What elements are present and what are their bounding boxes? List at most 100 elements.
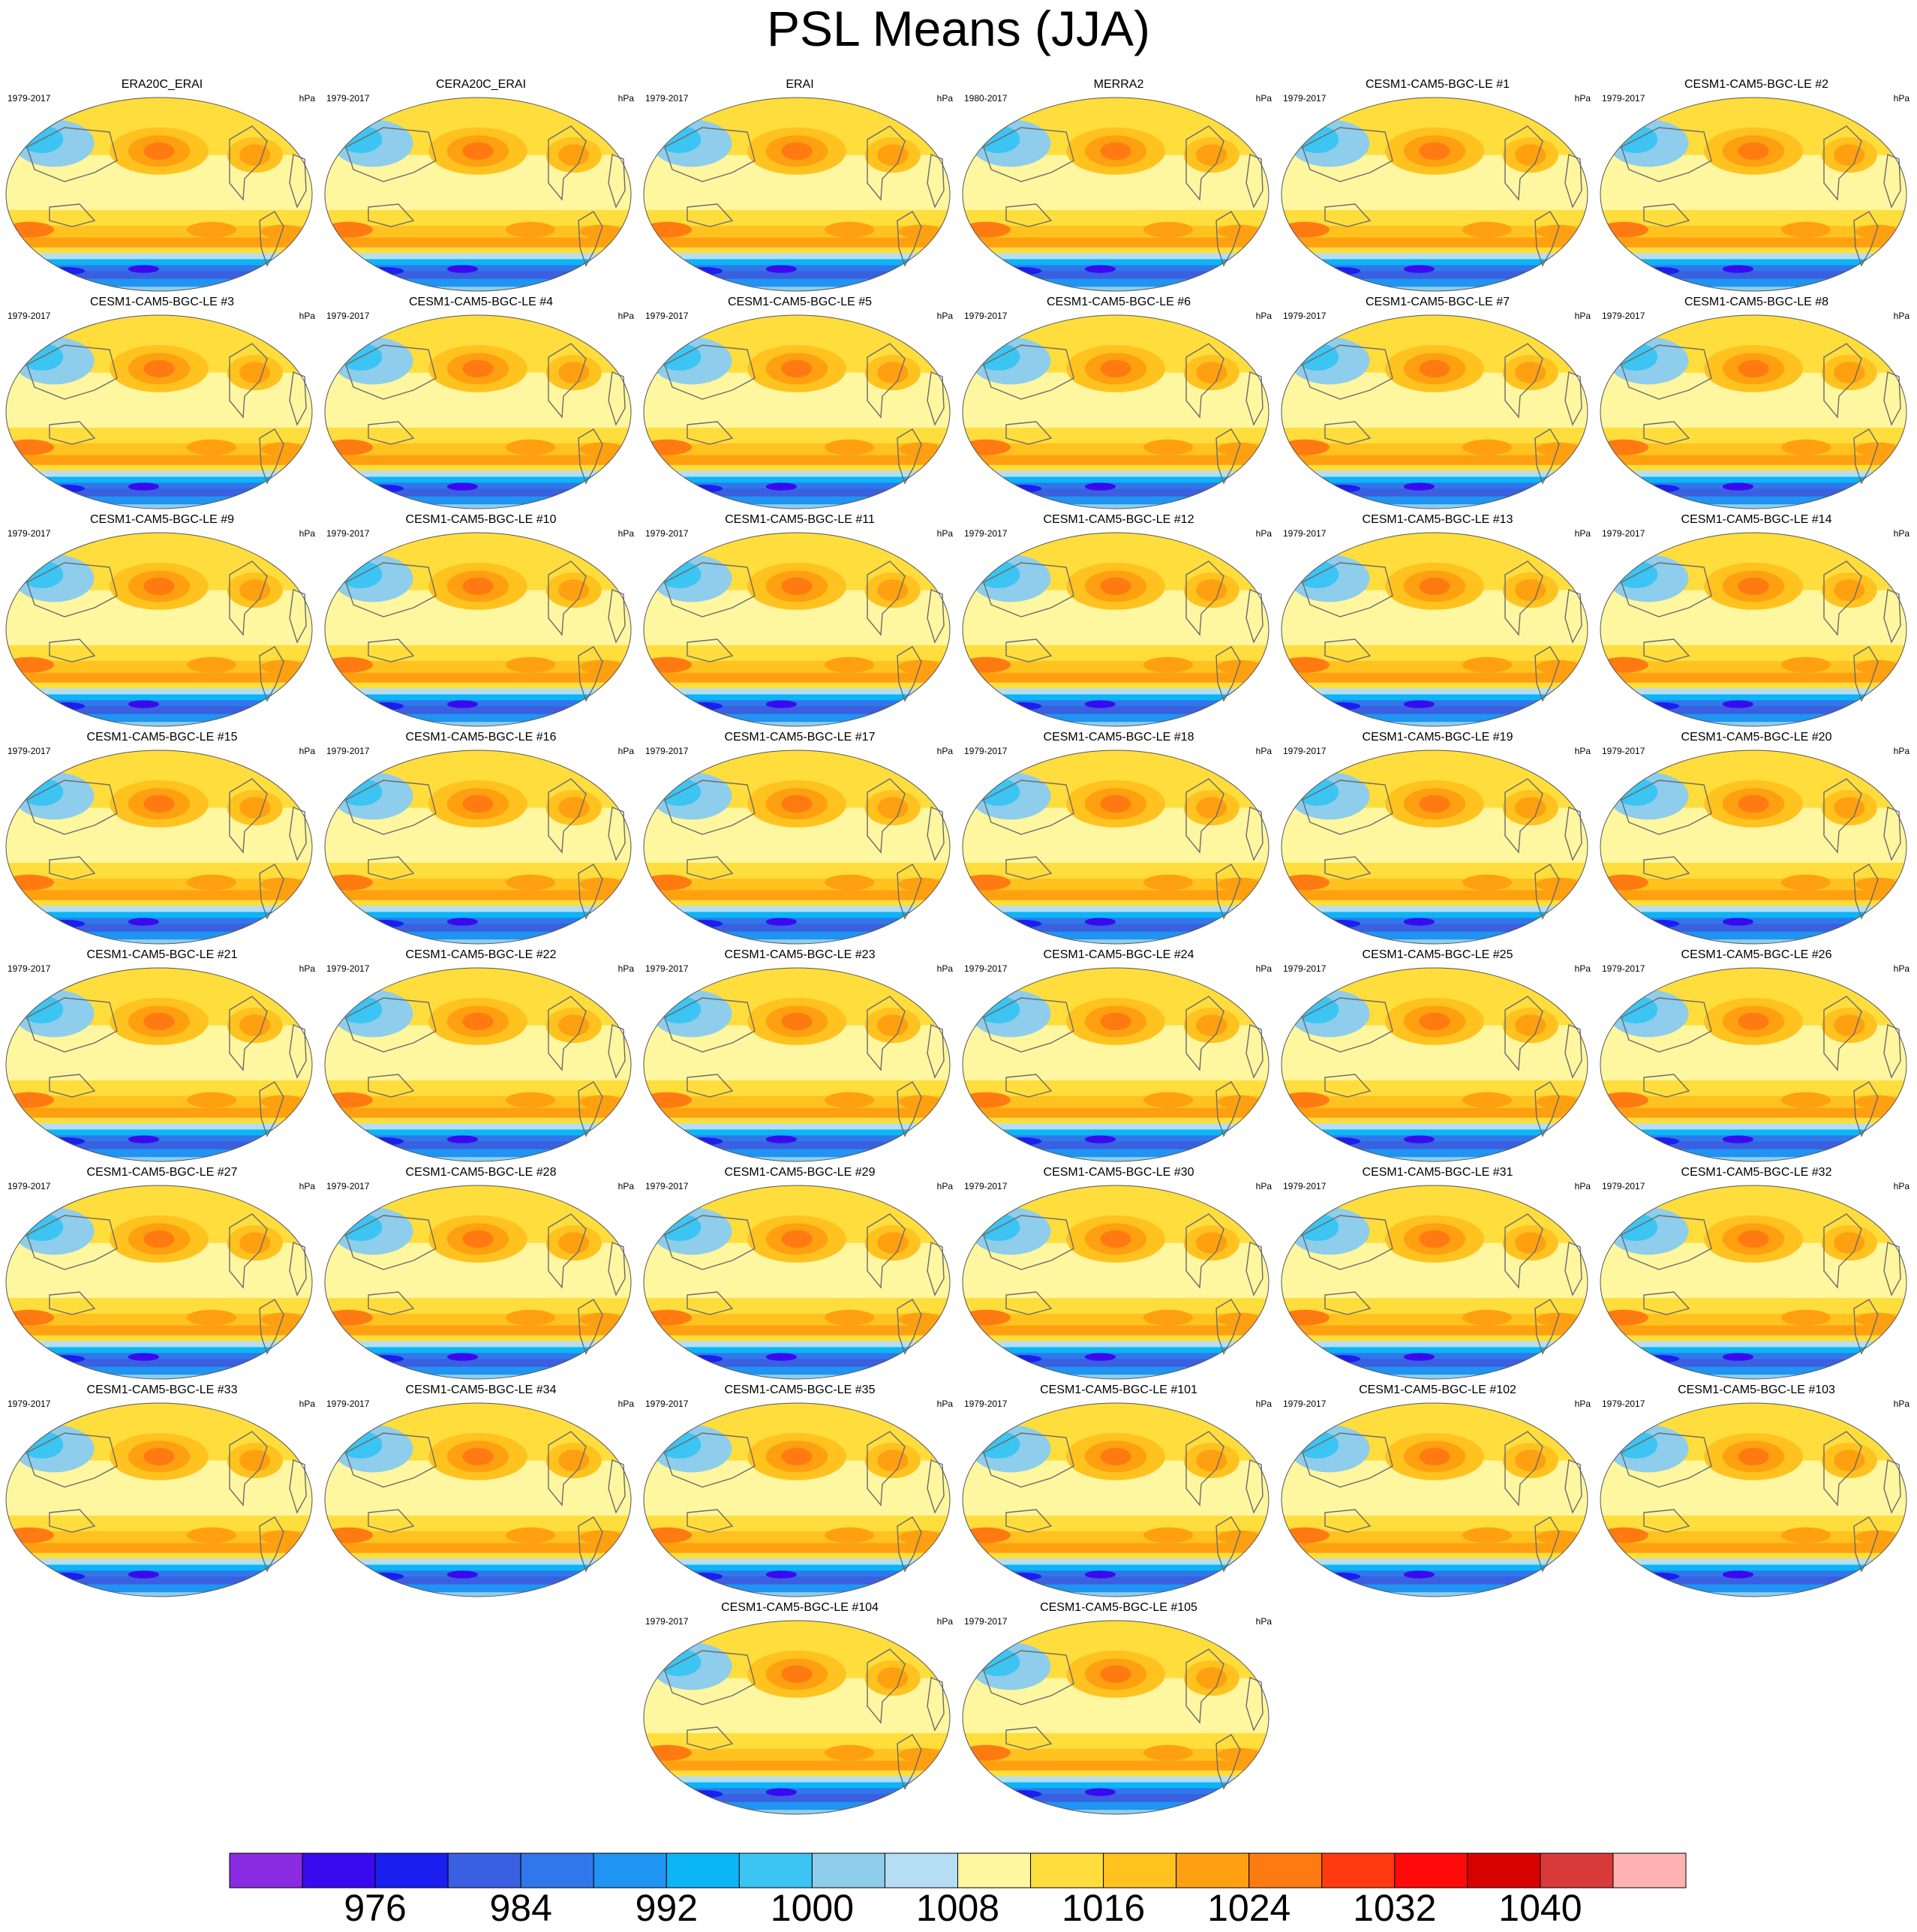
pressure-band bbox=[6, 271, 312, 280]
panel-years: 1979-2017 bbox=[326, 963, 370, 974]
panel-title: CESM1-CAM5-BGC-LE #7 bbox=[1365, 296, 1510, 308]
pacific-high-core bbox=[143, 359, 175, 378]
panel-units: hPa bbox=[1893, 311, 1909, 321]
pressure-band bbox=[963, 900, 1269, 907]
sa-high bbox=[1217, 1312, 1261, 1327]
pressure-band bbox=[963, 750, 1269, 770]
pressure-band bbox=[325, 265, 631, 272]
pressure-band bbox=[963, 645, 1269, 662]
sa-high bbox=[260, 1312, 305, 1327]
panel-units: hPa bbox=[1255, 1616, 1272, 1627]
pressure-band bbox=[6, 1297, 312, 1315]
continent-outline bbox=[289, 1242, 307, 1297]
sa-high bbox=[1217, 224, 1261, 239]
sep-high bbox=[825, 221, 874, 238]
pressure-band bbox=[1282, 265, 1588, 272]
continent-outline bbox=[1883, 154, 1901, 209]
pressure-band bbox=[325, 939, 631, 944]
pressure-band bbox=[6, 1484, 312, 1516]
sa-high bbox=[260, 442, 305, 456]
sio-high bbox=[644, 1309, 692, 1326]
continent-outline bbox=[1504, 560, 1543, 636]
continent-outline bbox=[548, 560, 587, 636]
continent-outline bbox=[578, 211, 603, 267]
map-border bbox=[962, 532, 1269, 727]
map-panel: CESM1-CAM5-BGC-LE #2 1979-2017 hPa bbox=[1599, 78, 1914, 296]
atlantic-high-core bbox=[1515, 1232, 1546, 1254]
sa-high bbox=[1855, 1312, 1899, 1327]
pressure-band bbox=[6, 455, 312, 466]
pressure-band bbox=[1282, 476, 1588, 484]
antarctic-low bbox=[1403, 1135, 1435, 1143]
panel-title: CESM1-CAM5-BGC-LE #14 bbox=[1681, 513, 1832, 526]
continent-outline bbox=[608, 154, 626, 209]
pressure-band bbox=[963, 890, 1269, 901]
pressure-band bbox=[644, 912, 950, 919]
continent-outline bbox=[1534, 1299, 1560, 1355]
pacific-high-core bbox=[1738, 142, 1769, 161]
pressure-band bbox=[1282, 1157, 1588, 1161]
pressure-band bbox=[963, 1564, 1269, 1572]
panel-units: hPa bbox=[299, 93, 315, 104]
pacific-high-core bbox=[781, 1665, 813, 1684]
continent-outline bbox=[1185, 343, 1224, 419]
map-panel: CESM1-CAM5-BGC-LE #15 1979-2017 hPa bbox=[5, 731, 320, 948]
continent-outline bbox=[1823, 560, 1862, 636]
map-panel: CESM1-CAM5-BGC-LE #24 1979-2017 hPa bbox=[961, 948, 1276, 1166]
pressure-band bbox=[1600, 750, 1906, 770]
psl-map bbox=[643, 1620, 951, 1815]
continent-outline bbox=[49, 1074, 96, 1098]
continent-outline bbox=[1005, 1291, 1053, 1315]
pressure-band bbox=[325, 1484, 631, 1516]
panel-title: CESM1-CAM5-BGC-LE #25 bbox=[1362, 948, 1513, 961]
pressure-band bbox=[963, 924, 1269, 933]
psl-map bbox=[962, 750, 1269, 945]
map-border bbox=[1600, 1185, 1907, 1380]
continent-outline bbox=[687, 421, 734, 445]
panel-years: 1979-2017 bbox=[8, 528, 51, 539]
pacific-high-core bbox=[462, 142, 494, 161]
pacific-high-core bbox=[1738, 1447, 1769, 1466]
continent-outline bbox=[49, 203, 96, 227]
pressure-band bbox=[963, 1123, 1269, 1131]
pacific-high-core bbox=[143, 795, 175, 813]
colorbar-swatch bbox=[1612, 1852, 1687, 1888]
pressure-band bbox=[325, 688, 631, 696]
pressure-band bbox=[644, 482, 950, 490]
continent-outline bbox=[1302, 1215, 1393, 1270]
pressure-band bbox=[963, 1810, 1269, 1814]
pacific-high-core bbox=[1100, 359, 1131, 378]
pressure-band bbox=[6, 714, 312, 723]
pacific-high-core bbox=[781, 359, 813, 378]
panel-years: 1979-2017 bbox=[8, 311, 51, 321]
panel-title: CESM1-CAM5-BGC-LE #6 bbox=[1046, 296, 1191, 308]
pressure-band bbox=[1600, 722, 1906, 726]
pressure-band bbox=[644, 1141, 950, 1150]
continent-outline bbox=[49, 638, 96, 663]
continent-outline bbox=[1324, 203, 1372, 227]
panel-units: hPa bbox=[936, 93, 953, 104]
atlantic-high-core bbox=[1834, 1232, 1865, 1254]
continent-outline bbox=[1245, 1677, 1263, 1732]
sep-high bbox=[1781, 221, 1831, 238]
pressure-band bbox=[6, 209, 312, 227]
pressure-band bbox=[325, 1515, 631, 1532]
pressure-band bbox=[1600, 1049, 1906, 1081]
pressure-band bbox=[6, 750, 312, 770]
sa-high bbox=[1855, 224, 1899, 239]
continent-outline bbox=[867, 560, 906, 636]
continent-outline bbox=[1621, 562, 1712, 617]
atlantic-high-core bbox=[239, 579, 271, 602]
pressure-band bbox=[1600, 1558, 1906, 1566]
psl-map bbox=[1600, 97, 1907, 292]
pressure-band bbox=[963, 1576, 1269, 1585]
sio-high bbox=[325, 1309, 373, 1326]
continent-outline bbox=[1534, 428, 1560, 485]
panel-title: CESM1-CAM5-BGC-LE #4 bbox=[408, 296, 554, 308]
sa-high bbox=[579, 660, 623, 674]
pressure-band bbox=[963, 247, 1269, 254]
pressure-band bbox=[6, 1117, 312, 1125]
panel-units: hPa bbox=[1255, 963, 1272, 974]
pressure-band bbox=[1600, 1117, 1906, 1125]
antarctic-low bbox=[1084, 700, 1116, 708]
